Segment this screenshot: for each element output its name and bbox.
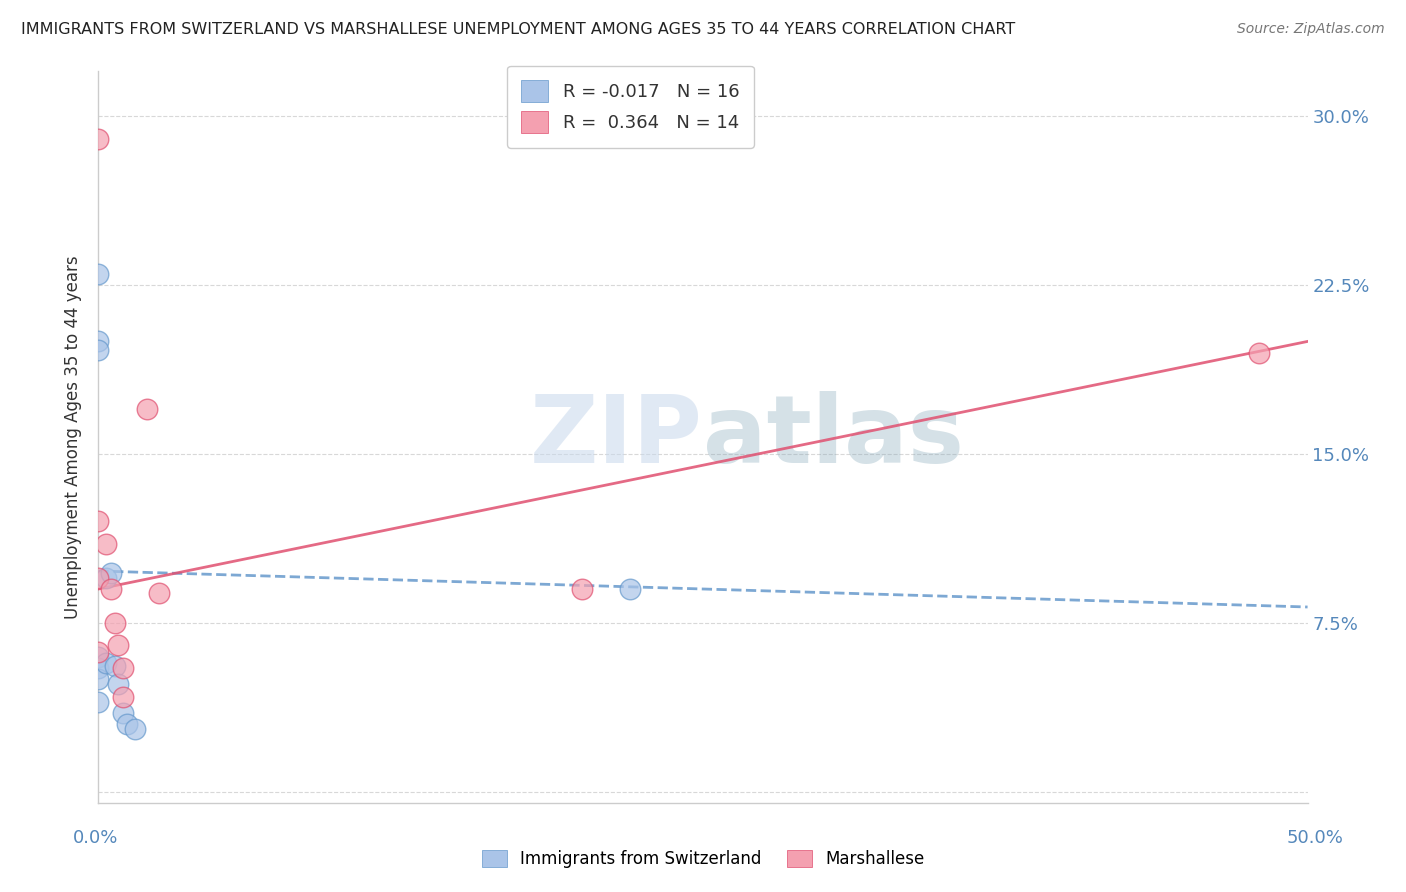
Point: [87, 267, 110, 281]
Point: [87, 649, 110, 664]
Point: [619, 582, 641, 596]
Point: [87, 661, 110, 675]
Point: [87, 343, 110, 358]
Point: [94, 571, 117, 585]
Point: [107, 676, 129, 690]
Text: 0.0%: 0.0%: [73, 829, 118, 847]
Point: [107, 638, 129, 652]
Text: ZIP: ZIP: [530, 391, 703, 483]
Point: [111, 706, 134, 720]
Point: [87, 132, 110, 146]
Legend: Immigrants from Switzerland, Marshallese: Immigrants from Switzerland, Marshallese: [475, 843, 931, 875]
Point: [87, 334, 110, 349]
Point: [87, 672, 110, 686]
Point: [104, 615, 127, 630]
Point: [117, 717, 139, 731]
Point: [87, 645, 110, 659]
Legend: R = -0.017   N = 16, R =  0.364   N = 14: R = -0.017 N = 16, R = 0.364 N = 14: [508, 66, 754, 148]
Point: [94, 657, 117, 671]
Point: [148, 586, 170, 600]
Text: atlas: atlas: [703, 391, 965, 483]
Y-axis label: Unemployment Among Ages 35 to 44 years: Unemployment Among Ages 35 to 44 years: [65, 255, 83, 619]
Point: [87, 571, 110, 585]
Point: [571, 582, 593, 596]
Point: [124, 722, 146, 736]
Point: [87, 515, 110, 529]
Point: [1249, 345, 1271, 359]
Point: [87, 694, 110, 708]
Point: [111, 661, 134, 675]
Point: [111, 690, 134, 704]
Point: [104, 658, 127, 673]
Text: 50.0%: 50.0%: [1286, 829, 1343, 847]
Text: IMMIGRANTS FROM SWITZERLAND VS MARSHALLESE UNEMPLOYMENT AMONG AGES 35 TO 44 YEAR: IMMIGRANTS FROM SWITZERLAND VS MARSHALLE…: [21, 22, 1015, 37]
Point: [100, 582, 122, 596]
Point: [100, 566, 122, 581]
Text: Source: ZipAtlas.com: Source: ZipAtlas.com: [1237, 22, 1385, 37]
Point: [94, 537, 117, 551]
Point: [135, 401, 157, 416]
